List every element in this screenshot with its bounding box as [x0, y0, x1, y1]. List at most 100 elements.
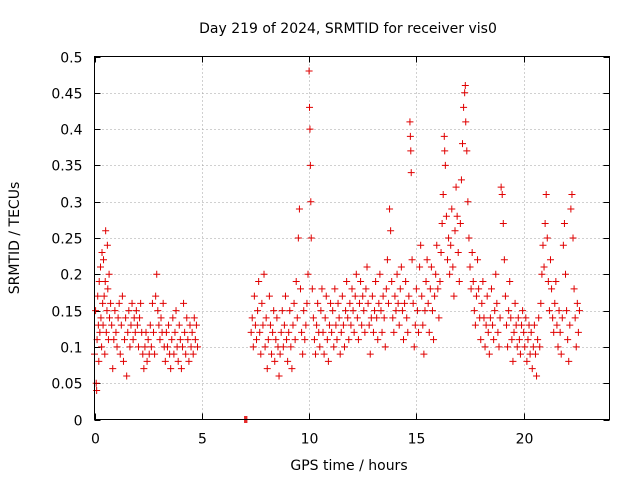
data-point [189, 350, 197, 358]
data-point [446, 270, 454, 278]
y-tick-label: 0.3 [60, 196, 82, 212]
chart-title: Day 219 of 2024, SRMTID for receiver vis… [199, 21, 497, 37]
data-point [188, 328, 196, 336]
data-point [105, 270, 113, 278]
data-point [151, 350, 159, 358]
data-point [431, 292, 439, 300]
data-point [358, 321, 366, 329]
data-point [284, 357, 292, 365]
data-point [264, 336, 272, 344]
data-point [154, 307, 162, 315]
data-point [395, 321, 403, 329]
data-point [185, 357, 193, 365]
data-point [452, 183, 460, 191]
data-point [371, 307, 379, 315]
data-point [190, 314, 198, 322]
data-point [471, 321, 479, 329]
data-point [403, 314, 411, 322]
data-point [313, 321, 321, 329]
data-point [300, 307, 308, 315]
data-point [486, 314, 494, 322]
data-point [366, 350, 374, 358]
data-point [562, 270, 570, 278]
data-point [150, 328, 158, 336]
y-tick-label: 0 [74, 414, 83, 430]
data-point [430, 336, 438, 344]
data-point [478, 299, 486, 307]
data-point [191, 336, 199, 344]
data-point [570, 285, 578, 293]
data-point [113, 343, 121, 351]
data-point [455, 278, 463, 286]
data-point [157, 314, 165, 322]
data-point [329, 307, 337, 315]
data-point [307, 198, 315, 206]
data-point [266, 321, 274, 329]
data-point [342, 307, 350, 315]
data-point [97, 263, 105, 271]
data-point [443, 256, 451, 264]
data-point [132, 307, 140, 315]
data-point [103, 307, 111, 315]
data-point [426, 285, 434, 293]
data-point [518, 321, 526, 329]
data-point [375, 299, 383, 307]
data-point [380, 314, 388, 322]
data-point [177, 365, 185, 373]
data-point [175, 321, 183, 329]
data-point [349, 307, 357, 315]
data-point [139, 350, 147, 358]
data-point [294, 234, 302, 242]
data-point [520, 328, 528, 336]
data-point [182, 350, 190, 358]
data-point [137, 299, 145, 307]
data-point [495, 343, 503, 351]
data-point [530, 321, 538, 329]
data-point [115, 299, 123, 307]
data-point [124, 328, 132, 336]
data-point [98, 343, 106, 351]
data-point [258, 299, 266, 307]
data-point [165, 321, 173, 329]
data-point [504, 343, 512, 351]
data-point [415, 328, 423, 336]
data-point [339, 321, 347, 329]
data-point [433, 241, 441, 249]
data-point [254, 307, 262, 315]
data-point [451, 227, 459, 235]
data-point [92, 307, 100, 315]
data-point [126, 343, 134, 351]
data-point [259, 321, 267, 329]
data-point [119, 357, 127, 365]
data-point [310, 336, 318, 344]
data-point [442, 212, 450, 220]
data-point [539, 241, 547, 249]
data-point [468, 249, 476, 257]
data-point [129, 336, 137, 344]
data-point [440, 132, 448, 140]
data-point [424, 299, 432, 307]
data-point [497, 183, 505, 191]
data-point [92, 379, 100, 387]
data-point [94, 292, 102, 300]
data-point [485, 350, 493, 358]
data-point [141, 343, 149, 351]
data-point [248, 314, 256, 322]
data-point [412, 285, 420, 293]
data-point [340, 343, 348, 351]
data-point [354, 336, 362, 344]
data-point [263, 365, 271, 373]
data-point [288, 365, 296, 373]
data-point [131, 328, 139, 336]
data-point [322, 292, 330, 300]
data-point [377, 307, 385, 315]
data-point [148, 299, 156, 307]
data-point [543, 234, 551, 242]
data-point [127, 321, 135, 329]
data-point [336, 350, 344, 358]
data-point [100, 256, 108, 264]
data-point [253, 336, 261, 344]
data-point [121, 336, 129, 344]
data-point [574, 328, 582, 336]
data-point [407, 147, 415, 155]
